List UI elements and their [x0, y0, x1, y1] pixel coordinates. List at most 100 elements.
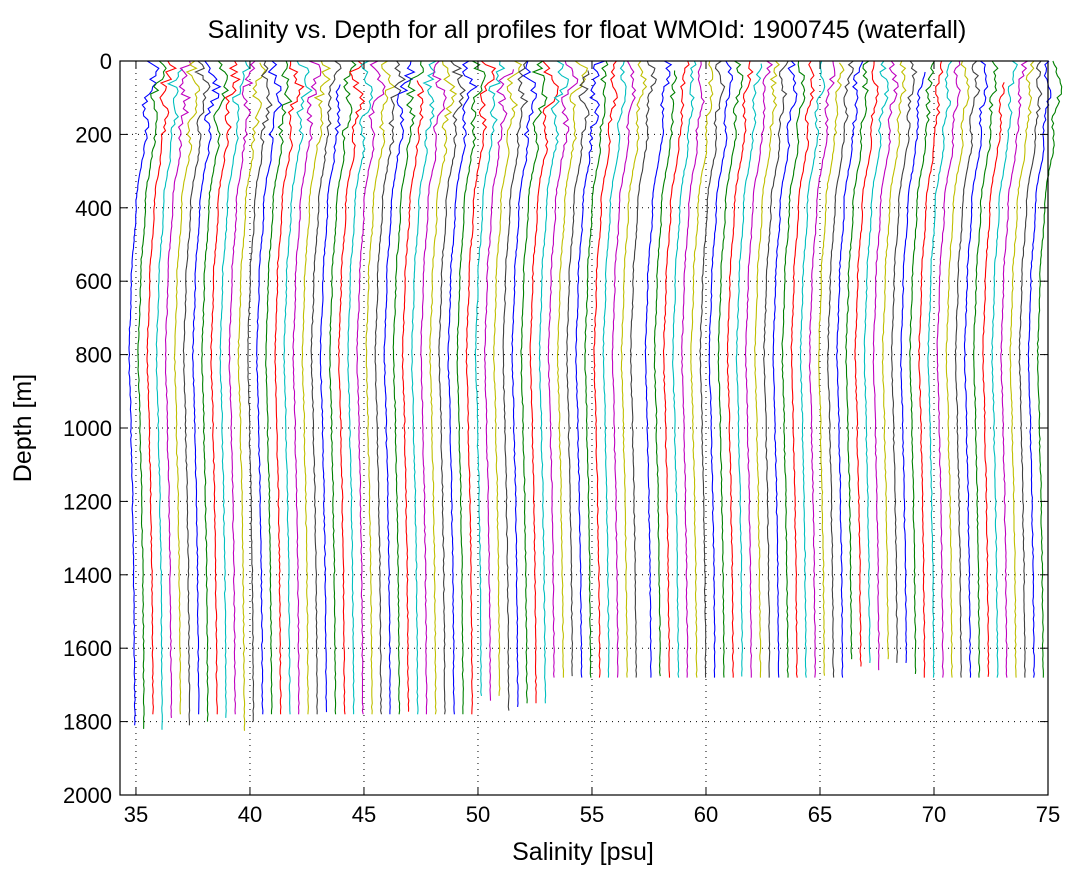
salinity-profile-line [781, 60, 806, 678]
salinity-profile-line [936, 60, 961, 678]
salinity-profile-line [447, 60, 478, 715]
salinity-profile-line [602, 60, 627, 678]
salinity-profile-line [256, 60, 283, 715]
salinity-profile-line [429, 60, 458, 715]
salinity-profile-line [593, 60, 618, 678]
salinity-profile-line [982, 82, 1005, 677]
salinity-profile-line [274, 61, 305, 715]
salinity-profile-line [909, 60, 935, 674]
salinity-profile-line [520, 60, 548, 704]
y-tick-label: 1800 [63, 710, 112, 735]
salinity-profile-line [890, 60, 918, 663]
salinity-profile-line [392, 60, 424, 715]
axis-ticks: 35 40 45 50 55 60 65 70 75 0 200 400 600 800 1000 1200 1… [63, 49, 1060, 827]
x-tick-label: 55 [580, 802, 604, 827]
salinity-profile-line [717, 60, 744, 678]
profile-series [128, 60, 1063, 731]
salinity-profile-line [301, 60, 332, 715]
salinity-profile-line [137, 60, 167, 729]
y-tick-label: 0 [100, 49, 112, 74]
salinity-profile-line [872, 60, 899, 671]
salinity-profile-line [818, 62, 845, 676]
salinity-profile-line [283, 60, 313, 715]
y-tick-label: 2000 [63, 783, 112, 808]
salinity-profile-line [456, 60, 486, 715]
x-tick-label: 35 [124, 802, 148, 827]
salinity-profile-line [584, 60, 609, 678]
x-tick-label: 50 [466, 802, 490, 827]
salinity-profile-line [337, 60, 366, 715]
salinity-profile-line [356, 60, 386, 715]
salinity-profile-line [644, 60, 673, 678]
salinity-profile-line [374, 60, 406, 715]
salinity-profile-line [1027, 60, 1052, 678]
salinity-profile-line [772, 60, 798, 678]
salinity-profile-line [347, 60, 374, 715]
salinity-profile-line [954, 60, 981, 678]
y-tick-label: 1200 [63, 489, 112, 514]
salinity-profile-line [575, 60, 606, 678]
salinity-profile-line [629, 60, 657, 678]
salinity-profile-line [763, 60, 789, 678]
salinity-profile-line [863, 60, 890, 663]
x-tick-label: 45 [352, 802, 376, 827]
salinity-profile-line [492, 60, 523, 696]
salinity-profile-line [653, 70, 678, 677]
x-tick-label: 65 [808, 802, 832, 827]
salinity-profile-line [690, 60, 714, 678]
salinity-profile-line [927, 60, 953, 678]
y-tick-label: 800 [75, 343, 112, 368]
salinity-profile-line [201, 60, 230, 722]
salinity-profile-line [744, 60, 774, 678]
salinity-profile-line [164, 60, 192, 718]
salinity-profile-line [210, 60, 241, 715]
salinity-profile-line [310, 60, 342, 715]
salinity-profile-line [128, 60, 160, 726]
salinity-profile-line [881, 60, 907, 660]
salinity-profile-line [438, 60, 466, 715]
salinity-profile-line [401, 80, 425, 712]
salinity-profile-line [1009, 60, 1035, 678]
salinity-profile-line [146, 60, 178, 715]
salinity-profile-line [566, 70, 590, 677]
x-tick-label: 75 [1036, 802, 1060, 827]
salinity-profile-line [808, 60, 836, 678]
y-tick-label: 1400 [63, 563, 112, 588]
salinity-profile-line [556, 60, 589, 678]
salinity-profile-line [292, 60, 322, 715]
salinity-profile-line [219, 60, 251, 718]
salinity-profile-line [484, 69, 515, 701]
x-axis-label: Salinity [psu] [512, 838, 654, 866]
salinity-profile-line [826, 60, 854, 678]
salinity-profile-line [511, 60, 538, 707]
salinity-profile-line [662, 60, 690, 678]
salinity-profile-line [247, 60, 273, 722]
salinity-profile-line [973, 60, 999, 678]
salinity-profile-line [411, 60, 437, 715]
salinity-profile-line [945, 60, 970, 678]
x-tick-label: 40 [238, 802, 262, 827]
salinity-profile-line [699, 60, 726, 678]
y-tick-label: 200 [75, 122, 112, 147]
salinity-profile-line [328, 60, 357, 715]
salinity-profile-line [365, 60, 396, 715]
salinity-profile-line [918, 60, 944, 678]
y-tick-label: 600 [75, 269, 112, 294]
salinity-profile-line [845, 60, 870, 660]
salinity-profile-line [836, 60, 864, 678]
salinity-profile-line [854, 60, 879, 667]
salinity-profile-line [420, 60, 447, 715]
salinity-profile-line [538, 60, 570, 704]
salinity-profile-line [1000, 60, 1028, 678]
salinity-profile-line [465, 60, 497, 715]
salinity-profile-line [754, 60, 780, 678]
salinity-profile-line [611, 60, 637, 678]
salinity-profile-line [474, 60, 506, 697]
y-axis-label: Depth [m] [9, 374, 37, 482]
salinity-profile-line [1018, 60, 1043, 678]
salinity-profile-line [319, 84, 341, 713]
salinity-profile-line [502, 60, 529, 711]
salinity-profile-line [265, 60, 293, 715]
salinity-profile-line [672, 60, 697, 678]
